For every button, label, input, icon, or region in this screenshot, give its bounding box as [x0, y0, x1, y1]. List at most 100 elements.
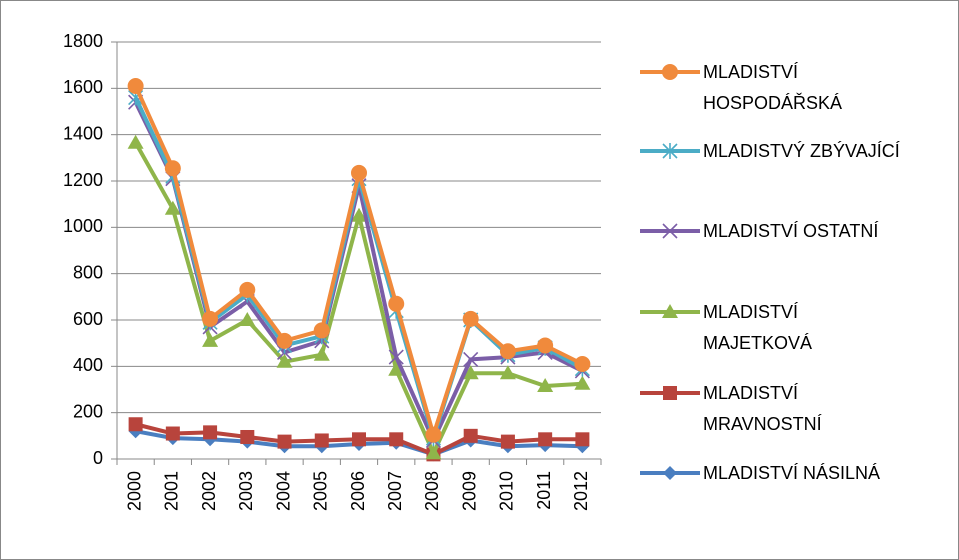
marker — [203, 425, 218, 440]
x-tick-label: 2005 — [311, 471, 331, 511]
marker-shape — [388, 349, 404, 365]
y-tick-label: 600 — [73, 309, 103, 329]
marker — [352, 432, 366, 447]
marker — [425, 445, 442, 460]
x-tick-label: 2004 — [273, 471, 293, 511]
marker — [463, 428, 478, 443]
marker-shape — [240, 429, 255, 444]
marker-shape — [662, 223, 678, 239]
marker-shape — [499, 343, 516, 360]
marker — [165, 426, 180, 441]
marker — [388, 361, 405, 376]
marker — [239, 312, 256, 326]
marker — [240, 429, 255, 444]
marker-shape — [165, 426, 180, 441]
legend-label: MLADISTVÍ HOSPODÁŘSKÁ — [703, 61, 843, 113]
marker-shape — [164, 200, 181, 215]
marker-shape — [127, 78, 144, 95]
x-tick-label: 2007 — [385, 471, 405, 511]
marker-shape — [389, 432, 404, 447]
marker — [538, 432, 553, 447]
marker — [164, 200, 181, 215]
marker-shape — [463, 351, 479, 367]
marker-shape — [203, 425, 218, 440]
marker-shape — [277, 434, 292, 449]
marker — [389, 432, 404, 447]
marker-shape — [276, 332, 293, 349]
marker — [277, 434, 292, 449]
marker-shape — [500, 434, 515, 449]
marker — [575, 432, 590, 447]
marker — [499, 343, 516, 360]
legend-marker — [662, 64, 678, 80]
marker — [574, 356, 591, 373]
marker-shape — [663, 386, 677, 400]
x-tick-label: 2006 — [348, 471, 368, 511]
legend-label: MLADISTVÍ NÁSILNÁ — [703, 462, 881, 483]
x-tick-label: 2002 — [199, 471, 219, 511]
marker-shape — [164, 160, 181, 177]
marker — [128, 417, 143, 432]
marker — [164, 160, 181, 177]
marker-shape — [351, 207, 367, 222]
marker — [463, 351, 479, 367]
marker-shape — [662, 143, 678, 159]
y-tick-label: 200 — [73, 401, 103, 421]
x-tick-label: 2011 — [534, 471, 554, 510]
marker — [276, 332, 293, 349]
marker-shape — [314, 433, 329, 448]
legend-label: MLADISTVÝ ZBÝVAJÍCÍ — [703, 140, 900, 161]
marker-shape — [463, 428, 478, 443]
marker — [462, 365, 479, 380]
marker — [314, 433, 329, 448]
marker-shape — [425, 445, 442, 460]
marker — [537, 337, 554, 354]
legend-marker — [662, 304, 678, 318]
marker-shape — [276, 353, 293, 368]
y-tick-label: 400 — [73, 355, 103, 375]
marker — [202, 310, 219, 327]
x-tick-label: 2008 — [422, 471, 442, 511]
marker — [313, 322, 330, 339]
marker — [313, 346, 330, 361]
marker — [127, 78, 144, 95]
y-tick-label: 800 — [73, 262, 103, 282]
x-tick-label: 2009 — [459, 471, 479, 511]
x-tick-label: 2000 — [124, 471, 144, 511]
x-tick-label: 2010 — [497, 471, 517, 511]
marker — [127, 134, 144, 149]
marker — [462, 310, 479, 327]
marker-shape — [127, 134, 144, 149]
y-tick-label: 1000 — [63, 216, 103, 236]
x-tick-label: 2003 — [236, 471, 256, 511]
marker-shape — [239, 281, 256, 298]
legend-label: MLADISTVÍ MAJETKOVÁ — [703, 301, 813, 353]
marker-shape — [574, 356, 591, 373]
marker-shape — [499, 365, 516, 380]
marker-shape — [351, 164, 367, 181]
marker — [351, 164, 367, 181]
y-tick-label: 1800 — [63, 31, 103, 51]
marker-shape — [462, 365, 479, 380]
marker — [276, 353, 293, 368]
marker-shape — [537, 378, 554, 393]
marker — [425, 426, 442, 443]
marker-shape — [388, 295, 405, 312]
marker-shape — [352, 432, 366, 447]
marker-shape — [313, 346, 330, 361]
legend-marker — [662, 143, 678, 159]
marker — [537, 378, 554, 393]
marker-shape — [202, 332, 219, 347]
marker-shape — [662, 64, 678, 80]
marker-shape — [202, 310, 219, 327]
y-tick-label: 1400 — [63, 123, 103, 143]
marker — [574, 375, 591, 390]
marker-shape — [462, 310, 479, 327]
legend-marker — [662, 223, 678, 239]
marker — [388, 295, 405, 312]
marker-shape — [537, 337, 554, 354]
y-tick-label: 1200 — [63, 170, 103, 190]
marker-shape — [575, 432, 590, 447]
